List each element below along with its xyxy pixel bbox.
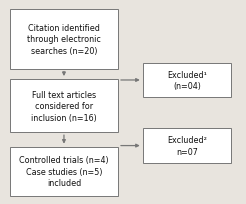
FancyBboxPatch shape	[10, 147, 118, 196]
FancyBboxPatch shape	[10, 10, 118, 69]
Text: Citation identified
through electronic
searches (n=20): Citation identified through electronic s…	[27, 24, 101, 56]
FancyBboxPatch shape	[10, 80, 118, 133]
Text: Excluded¹
(n=04): Excluded¹ (n=04)	[167, 70, 207, 91]
Text: Controlled trials (n=4)
Case studies (n=5)
included: Controlled trials (n=4) Case studies (n=…	[19, 155, 109, 187]
Text: Full text articles
considered for
inclusion (n=16): Full text articles considered for inclus…	[31, 90, 97, 122]
FancyBboxPatch shape	[143, 129, 231, 163]
Text: Excluded²
n=07: Excluded² n=07	[167, 136, 207, 156]
FancyBboxPatch shape	[143, 63, 231, 98]
